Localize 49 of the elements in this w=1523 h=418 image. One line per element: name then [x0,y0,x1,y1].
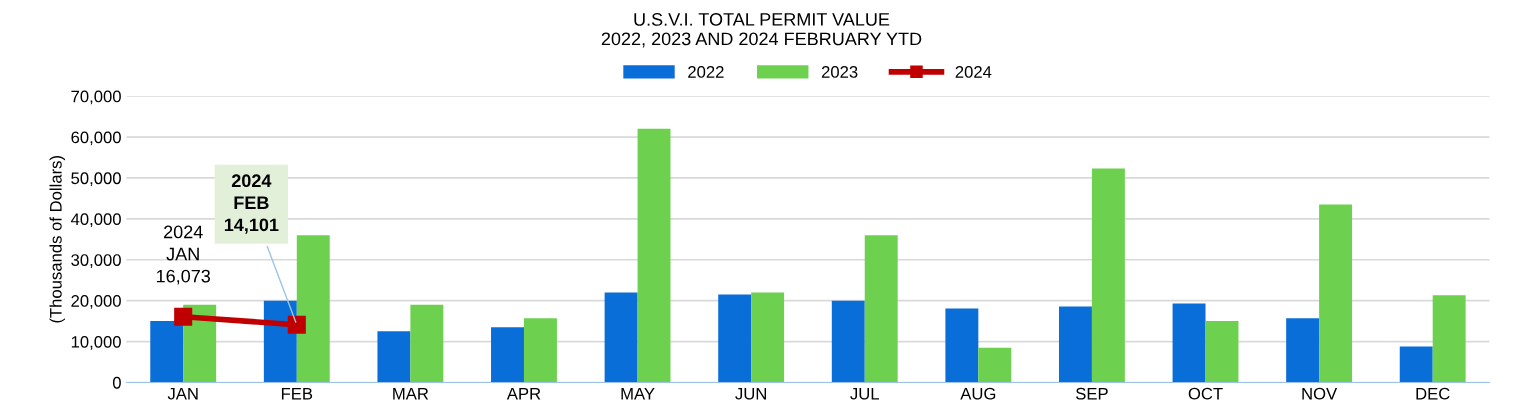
y-tick-label: 40,000 [70,213,121,228]
x-tick-label: OCT [1188,387,1223,400]
y-tick-label: 30,000 [71,254,121,268]
legend-label: 2024 [955,66,992,78]
bar [377,331,411,383]
chart-title: U.S.V.I. TOTAL PERMIT VALUE 2022, 2023 AND 2024 FEBRUARY YTD [601,13,922,48]
y-tick-label: 10,000 [71,335,121,350]
bar [1091,168,1125,383]
x-tick-label: AUG [960,387,996,400]
bar [150,321,184,383]
x-tick-label: JAN [167,387,198,400]
bar [1205,321,1239,383]
x-tick-label: MAR [393,387,429,400]
annotation: 2024 JAN 16,073 [156,225,211,285]
bar [1399,346,1433,383]
bar [491,327,524,383]
bar [864,235,898,383]
x-tick-label: MAY [621,387,655,400]
y-axis-title: (Thousands of Dollars) [49,156,66,323]
annotation: 2024 FEB 14,101 [224,174,279,234]
bar [1058,306,1092,383]
legend-label: 2023 [821,66,858,78]
x-tick-label: FEB [281,387,313,400]
bar [978,347,1012,383]
bar [1286,318,1320,383]
bar [1319,204,1353,383]
bar [831,300,865,383]
x-tick-label: APR [506,387,541,400]
bar [637,128,671,383]
bar [1172,303,1206,383]
y-tick-label: 60,000 [71,131,121,146]
x-tick-label: SEP [1076,387,1108,400]
x-tick-label: JUN [735,387,766,400]
legend-label: 2022 [688,66,724,78]
x-tick-label: DEC [1416,387,1450,400]
y-tick-label: 50,000 [71,172,121,187]
y-tick-label: 20,000 [71,295,121,309]
bar [751,292,785,383]
bar [1432,295,1466,383]
x-tick-label: JUL [850,387,880,400]
x-tick-label: NOV [1302,387,1338,400]
y-tick-label: 70,000 [71,90,121,105]
bar [410,304,444,383]
bar [718,294,752,383]
bar [945,308,979,383]
bar [523,318,557,383]
bar [296,235,330,383]
bar [604,292,638,383]
y-tick-label: 0 [112,376,121,389]
